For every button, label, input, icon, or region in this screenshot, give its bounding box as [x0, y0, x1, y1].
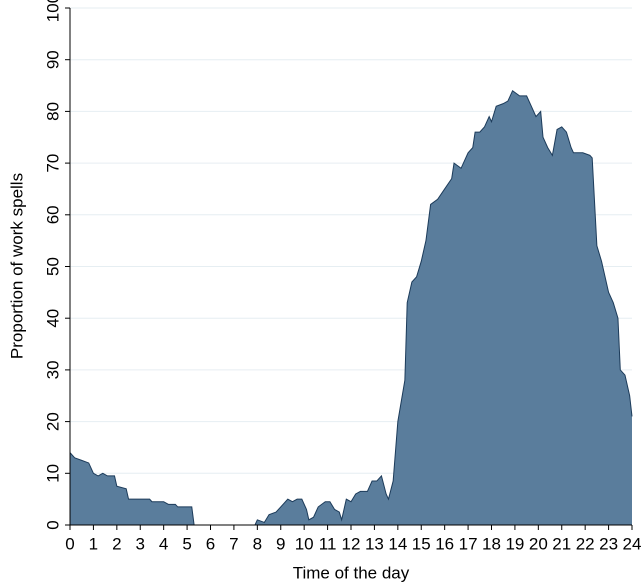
x-tick-label: 9	[276, 534, 285, 553]
y-tick-label: 50	[43, 257, 62, 276]
y-tick-label: 70	[43, 154, 62, 173]
y-tick-label: 40	[43, 309, 62, 328]
y-tick-label: 60	[43, 205, 62, 224]
x-tick-label: 5	[182, 534, 191, 553]
x-tick-label: 23	[599, 534, 618, 553]
x-tick-label: 13	[365, 534, 384, 553]
x-tick-label: 16	[435, 534, 454, 553]
y-tick-label: 20	[43, 412, 62, 431]
x-tick-label: 12	[342, 534, 361, 553]
x-tick-label: 19	[505, 534, 524, 553]
x-tick-label: 4	[159, 534, 168, 553]
y-tick-label: 30	[43, 360, 62, 379]
x-tick-label: 17	[459, 534, 478, 553]
x-tick-label: 10	[295, 534, 314, 553]
x-axis-title: Time of the day	[293, 563, 410, 582]
x-tick-label: 2	[112, 534, 121, 553]
x-tick-label: 24	[623, 534, 642, 553]
y-tick-label: 100	[43, 0, 62, 22]
y-tick-label: 10	[43, 464, 62, 483]
x-tick-label: 20	[529, 534, 548, 553]
x-tick-label: 3	[136, 534, 145, 553]
x-tick-label: 1	[89, 534, 98, 553]
x-tick-label: 21	[552, 534, 571, 553]
area	[70, 90, 632, 525]
x-tick-label: 0	[65, 534, 74, 553]
x-tick-label: 18	[482, 534, 501, 553]
y-tick-label: 0	[43, 520, 62, 529]
x-tick-label: 6	[206, 534, 215, 553]
y-tick-label: 90	[43, 50, 62, 69]
x-tick-label: 15	[412, 534, 431, 553]
y-tick-label: 80	[43, 102, 62, 121]
area-line	[69, 89, 633, 526]
x-tick-label: 8	[253, 534, 262, 553]
x-tick-label: 14	[388, 534, 407, 553]
x-tick-label: 7	[229, 534, 238, 553]
x-tick-label: 11	[319, 534, 337, 553]
x-tick-label: 22	[576, 534, 595, 553]
y-axis-title: Proportion of work spells	[7, 173, 26, 359]
